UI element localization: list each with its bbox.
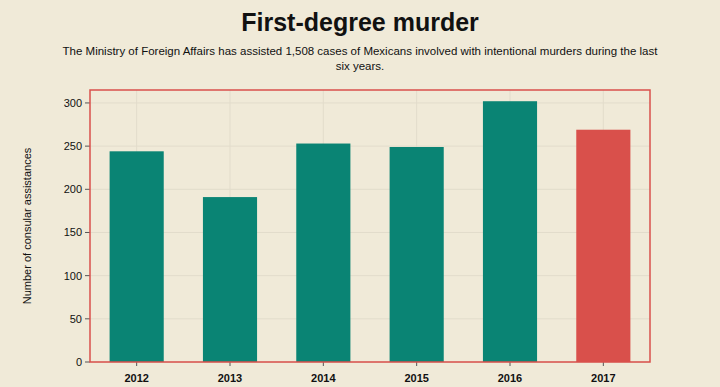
chart: First-degree murder The Ministry of Fore… [0,0,720,387]
plot-svg: 0 50 100 150 200 250 300 2012 2013 2014 2015 2016 20… [0,0,720,387]
x-tick-label: 2015 [404,372,428,384]
plot-frame [90,90,650,362]
bar [203,197,257,362]
grid-line [90,275,650,276]
bar [296,144,350,362]
x-tick-label: 2016 [498,372,522,384]
grid-line [90,146,650,147]
bars [110,101,631,362]
x-tick-label: 2017 [591,372,615,384]
bar [483,101,537,362]
subtitle: The Ministry of Foreign Affairs has assi… [60,44,660,74]
y-tick-label: 150 [64,226,82,238]
x-tick-label: 2012 [124,372,148,384]
y-tick-label: 0 [76,356,82,368]
bar [390,147,444,362]
title: First-degree murder [0,8,720,37]
grid-line [90,189,650,190]
grid-line [90,102,650,103]
grid-line [90,232,650,233]
y-tick-label: 300 [64,97,82,109]
y-tick-label: 200 [64,183,82,195]
grid-line [90,318,650,319]
bar [110,151,164,362]
y-tick-label: 50 [70,313,82,325]
y-tick-label: 250 [64,140,82,152]
bar [576,130,630,362]
y-axis-label: Number of consular assistances [21,147,33,304]
y-tick-label: 100 [64,270,82,282]
x-tick-label: 2014 [311,372,336,384]
x-tick-label: 2013 [218,372,242,384]
